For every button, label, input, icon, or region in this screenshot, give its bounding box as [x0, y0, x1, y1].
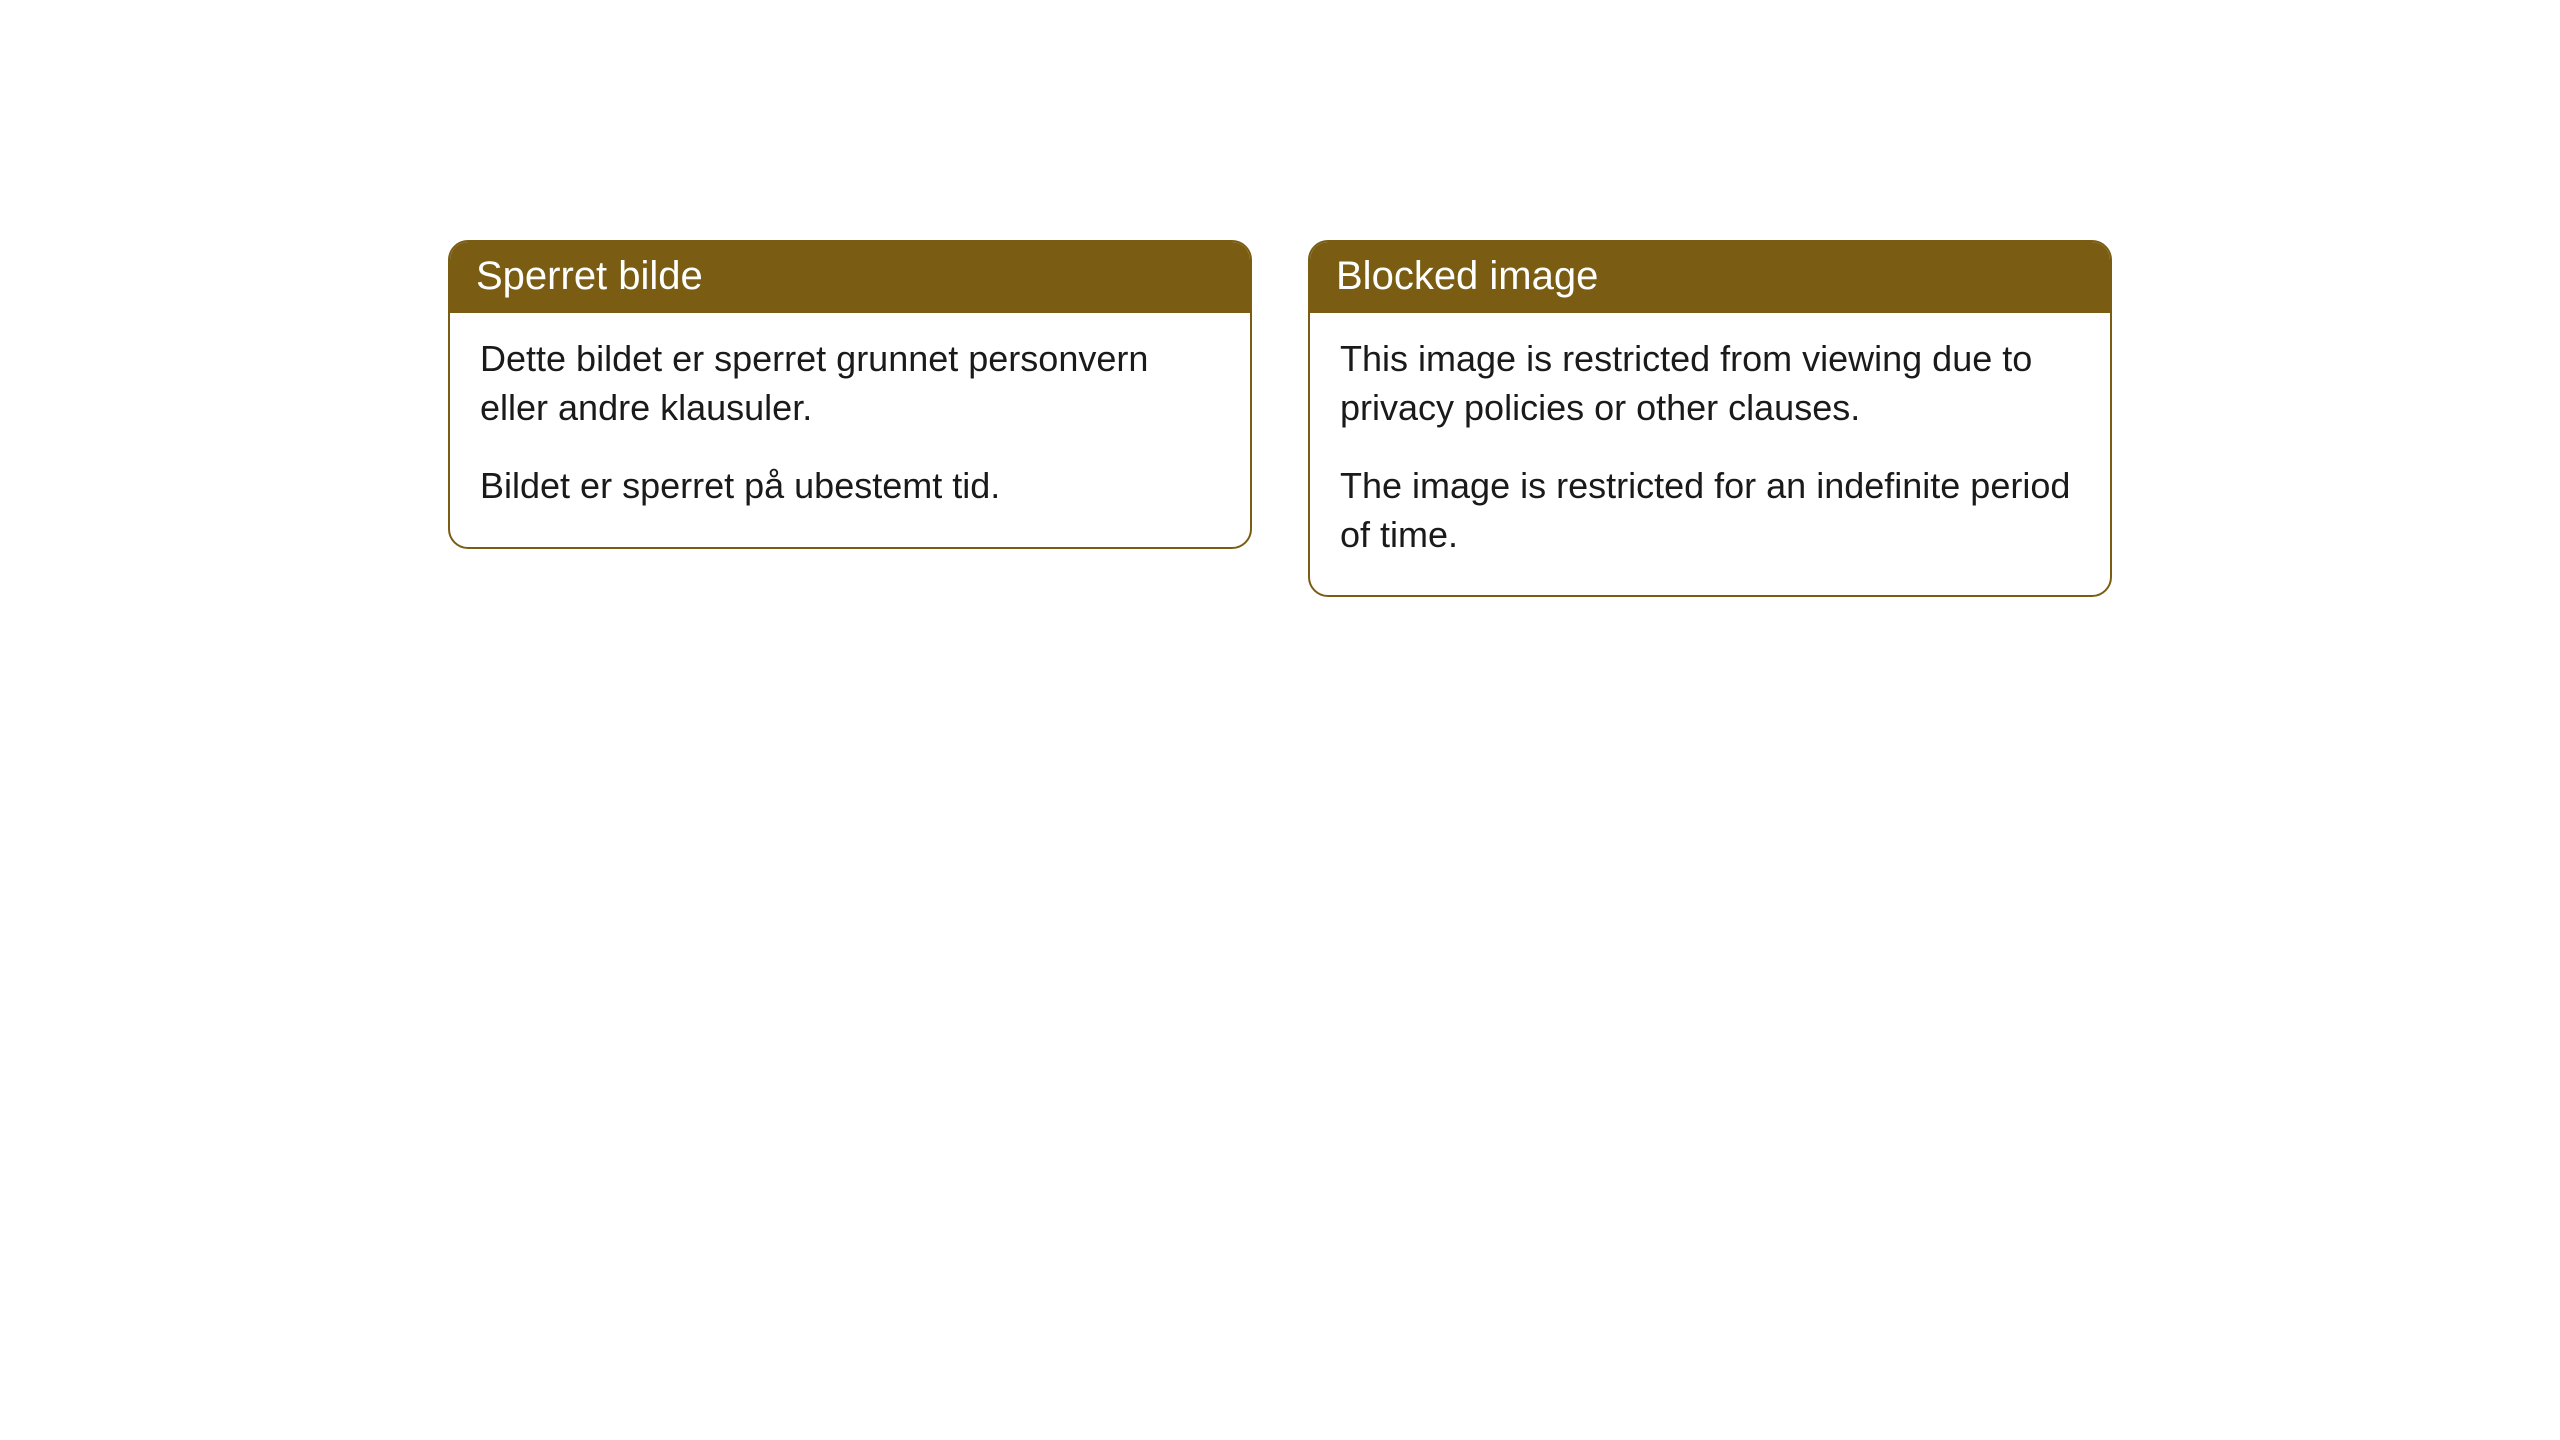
card-body: This image is restricted from viewing du… — [1310, 313, 2110, 595]
card-paragraph: Bildet er sperret på ubestemt tid. — [480, 462, 1220, 511]
card-paragraph: This image is restricted from viewing du… — [1340, 335, 2080, 432]
notice-cards-container: Sperret bilde Dette bildet er sperret gr… — [448, 240, 2112, 1440]
card-paragraph: Dette bildet er sperret grunnet personve… — [480, 335, 1220, 432]
card-body: Dette bildet er sperret grunnet personve… — [450, 313, 1250, 547]
card-header: Sperret bilde — [450, 242, 1250, 313]
card-header: Blocked image — [1310, 242, 2110, 313]
card-paragraph: The image is restricted for an indefinit… — [1340, 462, 2080, 559]
notice-card-norwegian: Sperret bilde Dette bildet er sperret gr… — [448, 240, 1252, 549]
notice-card-english: Blocked image This image is restricted f… — [1308, 240, 2112, 597]
